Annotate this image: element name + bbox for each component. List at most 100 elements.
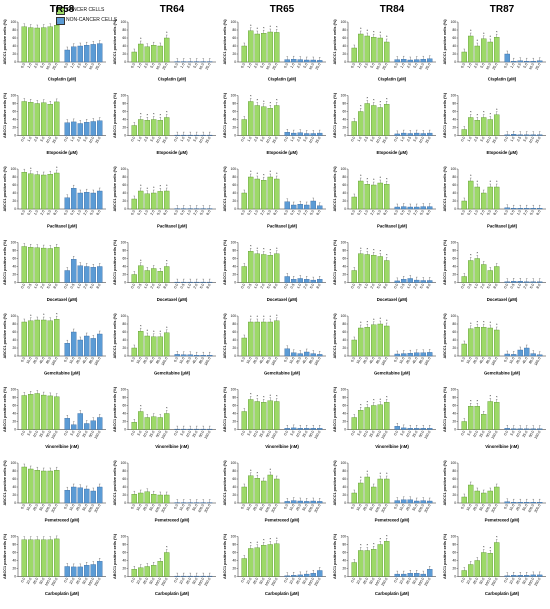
y-tick-label: 20 bbox=[122, 273, 126, 277]
bar-cancer bbox=[54, 396, 60, 430]
bar-noncancer bbox=[414, 59, 420, 63]
bar-cancer bbox=[157, 494, 163, 504]
bar-noncancer bbox=[90, 490, 96, 504]
y-tick-label: 0 bbox=[14, 134, 16, 138]
y-tick-label: 100 bbox=[341, 535, 347, 539]
x-tick-label: 0.0 bbox=[503, 63, 509, 69]
bar-cancer bbox=[54, 101, 60, 136]
bar-cancer bbox=[371, 324, 377, 357]
x-tick-label: 100.0 bbox=[87, 504, 95, 514]
x-axis-label: Gemcitabine (μM) bbox=[374, 371, 411, 376]
x-tick-label: 0.0 bbox=[130, 210, 136, 216]
bar-noncancer bbox=[194, 355, 200, 357]
bar-cancer bbox=[384, 41, 390, 63]
y-tick-label: 20 bbox=[452, 52, 456, 56]
x-tick-label: 50.0 bbox=[369, 577, 376, 585]
x-tick-label: 10.0 bbox=[289, 504, 296, 512]
x-tick-label: 5.0 bbox=[529, 283, 535, 289]
bar-cancer bbox=[487, 401, 493, 430]
x-tick-label: 0.0 bbox=[173, 577, 179, 583]
bar-cancer bbox=[358, 111, 364, 136]
y-tick-label: 20 bbox=[232, 126, 236, 130]
bar-cancer bbox=[267, 108, 273, 136]
x-tick-label: 8.0 bbox=[493, 210, 499, 216]
y-tick-label: 80 bbox=[232, 322, 236, 326]
x-tick-label: 100.0 bbox=[161, 430, 169, 440]
y-tick-label: 100 bbox=[451, 461, 457, 465]
x-tick-label: 0.0 bbox=[393, 577, 399, 583]
y-tick-label: 80 bbox=[452, 28, 456, 32]
bar-cancer bbox=[468, 260, 474, 283]
x-tick-label: 0.0 bbox=[173, 504, 179, 510]
x-tick-label: 25.0 bbox=[82, 430, 89, 438]
x-tick-label: 0.0 bbox=[240, 283, 246, 289]
x-tick-label: 80.0 bbox=[528, 357, 535, 365]
bar-noncancer bbox=[317, 279, 323, 283]
x-tick-label: 10.0 bbox=[155, 136, 162, 144]
x-tick-label: 25.0 bbox=[32, 577, 39, 585]
bar-noncancer bbox=[64, 418, 70, 430]
significance-star: * bbox=[276, 98, 278, 103]
x-tick-label: 50.0 bbox=[375, 430, 382, 438]
significance-star: * bbox=[153, 112, 155, 117]
y-tick-label: 60 bbox=[342, 551, 346, 555]
x-tick-label: 10.0 bbox=[32, 430, 39, 438]
x-tick-label: 50.0 bbox=[192, 577, 199, 585]
x-tick-label: 5.0 bbox=[156, 210, 162, 216]
x-tick-label: 0.0 bbox=[63, 357, 69, 363]
y-tick-label: 40 bbox=[342, 338, 346, 342]
bar-noncancer bbox=[511, 428, 517, 430]
bar-noncancer bbox=[530, 281, 536, 283]
bar-cancer bbox=[34, 319, 40, 357]
bar-noncancer bbox=[84, 192, 90, 210]
bar-cancer bbox=[151, 416, 157, 430]
significance-star: * bbox=[379, 100, 381, 105]
y-tick-label: 0 bbox=[234, 60, 236, 64]
x-tick-label: 5.0 bbox=[83, 136, 89, 142]
x-tick-label: 10.0 bbox=[26, 357, 33, 365]
bar-cancer bbox=[267, 321, 273, 357]
bar-cancer bbox=[474, 327, 480, 357]
y-tick-label: 40 bbox=[122, 265, 126, 269]
x-tick-label: 100.0 bbox=[417, 504, 425, 514]
bar-cancer bbox=[241, 119, 247, 136]
bar-cancer bbox=[364, 103, 370, 136]
y-tick-label: 0 bbox=[344, 134, 346, 138]
x-tick-label: 25.0 bbox=[405, 504, 412, 512]
bar-noncancer bbox=[537, 208, 543, 210]
x-tick-label: 0.0 bbox=[20, 357, 26, 363]
significance-star: * bbox=[476, 251, 478, 256]
bar-cancer bbox=[248, 30, 254, 63]
significance-star: * bbox=[159, 113, 161, 118]
x-tick-label: 0.0 bbox=[283, 283, 289, 289]
x-axis-label: Cisplatin (μM) bbox=[378, 77, 407, 82]
bar-noncancer bbox=[504, 353, 510, 357]
y-tick-label: 100 bbox=[11, 535, 17, 539]
bar-noncancer bbox=[517, 349, 523, 357]
y-tick-label: 100 bbox=[11, 94, 17, 98]
bar-cancer bbox=[358, 180, 364, 210]
bar-noncancer bbox=[524, 208, 530, 210]
x-axis-label: Carboplatin (μM) bbox=[375, 591, 410, 596]
y-tick-label: 80 bbox=[232, 28, 236, 32]
bar-cancer bbox=[34, 539, 40, 577]
legend-swatch-cancer bbox=[56, 7, 65, 15]
y-tick-label: 20 bbox=[122, 52, 126, 56]
x-tick-label: 160.0 bbox=[491, 357, 499, 367]
y-tick-label: 60 bbox=[122, 257, 126, 261]
y-tick-label: 80 bbox=[452, 175, 456, 179]
bar-cancer bbox=[461, 200, 467, 210]
x-tick-label: 25.0 bbox=[472, 577, 479, 585]
x-tick-label: 10.0 bbox=[198, 63, 205, 71]
y-tick-label: 80 bbox=[122, 322, 126, 326]
x-tick-label: 1.0 bbox=[467, 136, 473, 142]
bar-noncancer bbox=[317, 354, 323, 357]
bar-cancer bbox=[494, 402, 500, 430]
bar-cancer bbox=[151, 192, 157, 210]
bar-cancer bbox=[487, 119, 493, 136]
x-tick-label: 1.0 bbox=[400, 63, 406, 69]
x-tick-label: 25.0 bbox=[185, 577, 192, 585]
bar-cancer bbox=[47, 539, 53, 577]
y-tick-label: 100 bbox=[341, 94, 347, 98]
bar-cancer bbox=[131, 51, 137, 63]
